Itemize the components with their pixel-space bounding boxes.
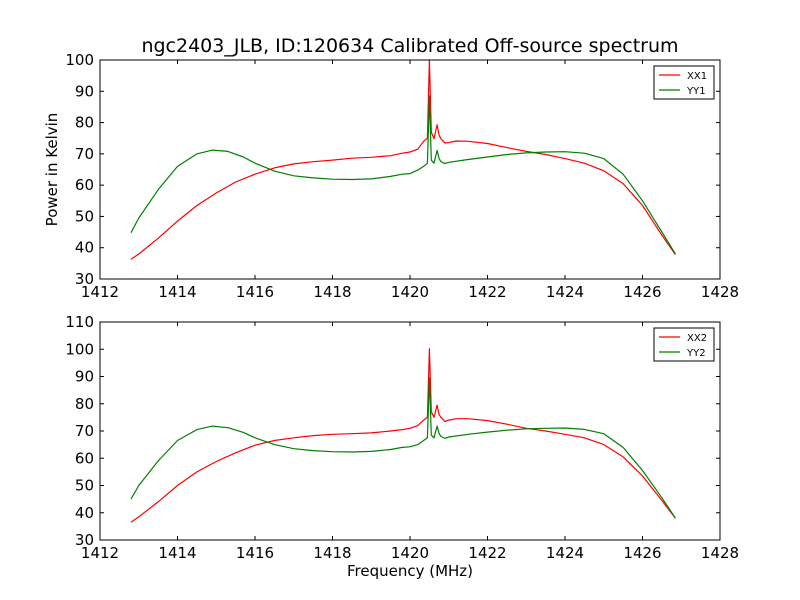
x-tick-label: 1426 [623,283,661,301]
x-tick-label: 1416 [236,283,274,301]
x-tick-label: 1414 [158,544,196,562]
y-tick-label: 30 [75,531,94,549]
x-tick-label: 1422 [468,283,506,301]
y-tick-label: 30 [75,270,94,288]
x-tick-label: 1426 [623,544,661,562]
x-tick-label: 1420 [391,544,429,562]
y-axis-label: Power in Kelvin [43,113,61,227]
y-tick-label: 90 [75,368,94,386]
y-tick-label: 80 [75,114,94,132]
axes-top: 1412 1414 1416 1418 1420 1422 1424 1426 1428 30 40… [43,51,739,301]
legend-label-xx1: XX1 [687,71,707,82]
axes-bottom: 1412 1414 1416 1418 1420 1422 1424 1426 1428 30 40… [65,313,739,562]
plot-frame [99,321,721,541]
figure-title: ngc2403_JLB, ID:120634 Calibrated Off-so… [141,35,678,57]
y-tick-label: 90 [75,82,94,100]
y-tick-label: 40 [75,504,94,522]
y-tick-label: 50 [75,207,94,225]
x-tick-label: 1428 [701,544,739,562]
legend-label-yy2: YY2 [686,348,706,359]
x-tick-label: 1418 [313,283,351,301]
x-tick-label: 1428 [701,283,739,301]
y-tick-label: 70 [75,422,94,440]
y-tick-label: 40 [75,239,94,257]
y-tick-label: 50 [75,477,94,495]
plot-frame [99,59,721,280]
y-tick-label: 100 [65,51,94,69]
series-line-xx2 [130,348,676,523]
x-tick-label: 1418 [313,544,351,562]
legend-box [653,327,715,362]
y-tick-label: 60 [75,449,94,467]
series-line-yy2 [130,377,676,519]
x-tick-label: 1424 [546,544,584,562]
y-tick-label: 60 [75,176,94,194]
y-tick-label: 100 [65,340,94,358]
x-tick-label: 1414 [158,283,196,301]
figure-xlabel: Frequency (MHz) [347,562,473,580]
legend-label-xx2: XX2 [687,333,707,344]
y-tick-label: 110 [65,313,94,331]
y-tick-label: 80 [75,395,94,413]
legend-box [653,65,715,100]
x-tick-label: 1412 [81,544,119,562]
series-line-xx1 [130,59,676,260]
x-tick-label: 1424 [546,283,584,301]
legend-label-yy1: YY1 [686,86,706,97]
x-tick-label: 1420 [391,283,429,301]
series-line-yy1 [130,95,676,255]
x-tick-label: 1412 [81,283,119,301]
x-tick-label: 1416 [236,544,274,562]
x-tick-label: 1422 [468,544,506,562]
y-tick-label: 70 [75,145,94,163]
